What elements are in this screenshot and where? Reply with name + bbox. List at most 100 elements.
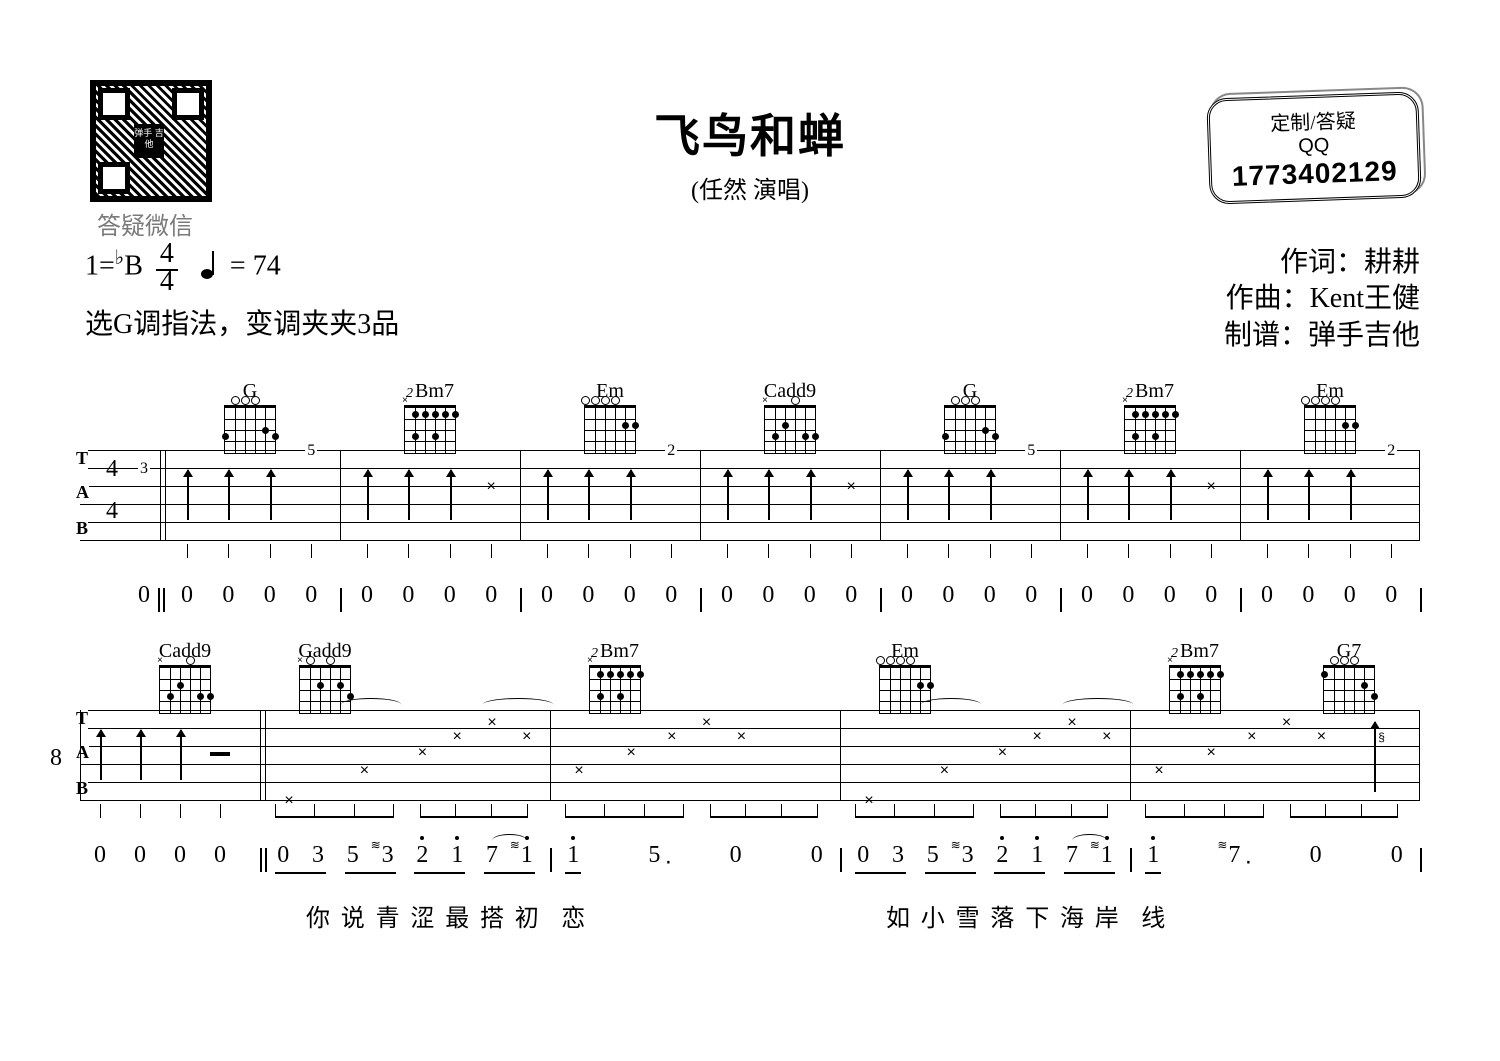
qr-label: 答疑微信: [90, 206, 200, 241]
strum-arrow-icon: [990, 470, 992, 520]
tab-a-label: A: [76, 482, 89, 503]
num-note: 1: [451, 842, 463, 869]
num-note: 0: [762, 582, 774, 609]
num-note: 0: [942, 582, 954, 609]
chord-diagram: [224, 405, 276, 454]
rhythm-row: [80, 544, 1420, 564]
chord-diagram: ×: [404, 405, 456, 454]
chord-name: Em: [1240, 380, 1420, 403]
pick-x-icon: ×: [1067, 714, 1076, 732]
strum-arrow-icon: [408, 470, 410, 520]
num-note: 3: [892, 842, 904, 869]
chord-slot: 2Bm7×: [1150, 640, 1240, 714]
chord-diagram: [944, 405, 996, 454]
strum-arrow-icon: [1087, 470, 1089, 520]
num-note: 0: [134, 842, 146, 869]
qr-block: 弹手 吉他 答疑微信: [90, 80, 200, 241]
chord-slot: Em: [520, 380, 700, 450]
strum-arrow-icon: [1374, 722, 1376, 792]
mute-x-icon: ×: [1207, 478, 1216, 496]
strum-arrow-icon: [1170, 470, 1172, 520]
chord-name: 2Bm7: [570, 640, 660, 663]
tab-t-label: T: [76, 448, 88, 469]
strum-arrow-icon: [907, 470, 909, 520]
measure-number: 8: [50, 745, 62, 772]
strum-arrow-icon: [1128, 470, 1130, 520]
chord-slot: 2Bm7×: [570, 640, 660, 714]
num-note: 0: [1164, 582, 1176, 609]
tab-t-label: T: [76, 708, 88, 729]
qr-center-text: 弹手 吉他: [134, 124, 164, 158]
tab-a-label: A: [76, 742, 89, 763]
chord-name: Cadd9: [700, 380, 880, 403]
quarter-note-icon: [205, 257, 215, 279]
strum-arrow-icon: [630, 470, 632, 520]
pick-x-icon: ×: [574, 762, 583, 780]
chord-diagram: [584, 405, 636, 454]
pick-x-icon: ×: [737, 728, 746, 746]
tab-timesig-bot: 4: [106, 498, 118, 525]
qq-number: 1773402129: [1232, 155, 1399, 193]
chord-row: G2Bm7×EmCadd9×G2Bm7×Em: [80, 380, 1420, 450]
num-note: 0: [402, 582, 414, 609]
tab-timesig-top: 4: [106, 456, 118, 483]
chord-name: G: [160, 380, 340, 403]
num-note: 0: [665, 582, 677, 609]
chord-name: Em: [860, 640, 950, 663]
num-note: 0: [444, 582, 456, 609]
strum-arrow-icon: [768, 470, 770, 520]
qr-code-icon: 弹手 吉他: [90, 80, 212, 202]
num-note: 0: [1310, 842, 1322, 869]
num-note: 0: [1081, 582, 1093, 609]
num-note: 1: [1147, 842, 1159, 869]
qq-box: 定制/答疑 QQ 1773402129: [1206, 91, 1421, 204]
num-note: 0: [264, 582, 276, 609]
chord-name: G: [880, 380, 1060, 403]
credits-block: 作词：耕耕 作曲：Kent王健 制谱：弹手吉他: [1224, 245, 1420, 354]
num-note: 3: [382, 842, 394, 869]
pick-x-icon: ×: [1207, 744, 1216, 762]
pick-x-icon: ×: [627, 744, 636, 762]
chord-name: 2Bm7: [340, 380, 520, 403]
mute-x-icon: ×: [847, 478, 856, 496]
tab-fret-note: 5: [305, 442, 317, 460]
tempo: = 74: [230, 250, 281, 281]
strum-arrow-icon: [270, 470, 272, 520]
credit-music: 作曲：Kent王健: [1224, 281, 1420, 317]
strum-arrow-icon: [140, 730, 142, 780]
num-note: 0: [94, 842, 106, 869]
num-note: 0: [1261, 582, 1273, 609]
pick-x-icon: ×: [1282, 714, 1291, 732]
title-block: 飞鸟和蝉 (任然 演唱): [654, 100, 846, 205]
num-note: 0: [181, 582, 193, 609]
pick-x-icon: ×: [360, 762, 369, 780]
chord-diagram: ×: [159, 665, 211, 714]
pick-x-icon: ×: [418, 744, 427, 762]
strum-arrow-icon: [948, 470, 950, 520]
strum-arrow-icon: [547, 470, 549, 520]
strum-arrow-icon: [727, 470, 729, 520]
key-letter: B: [124, 250, 143, 281]
lyric-char: 如: [886, 898, 910, 933]
pick-x-icon: ×: [998, 744, 1007, 762]
lyric-char: 涩: [410, 898, 434, 933]
chord-diagram: ×: [589, 665, 641, 714]
chord-diagram: ×: [1124, 405, 1176, 454]
chord-diagram: [1304, 405, 1356, 454]
num-note: 5: [648, 842, 660, 869]
key-prefix: 1=: [85, 250, 115, 281]
numbered-notation-row: 0 0000000000000000000000000000: [80, 582, 1420, 632]
lyric-char: 恋: [561, 898, 585, 933]
num-note: 0: [485, 582, 497, 609]
chord-slot: G: [160, 380, 340, 450]
num-note: 1: [567, 842, 579, 869]
num-note: 0: [1025, 582, 1037, 609]
capo-instruction: 选G调指法，变调夹夹3品: [85, 302, 399, 342]
tab-staff: T A B ××××××××××××××××××××××§: [80, 710, 1420, 800]
pick-x-icon: ×: [1102, 728, 1111, 746]
song-title: 飞鸟和蝉: [654, 100, 846, 166]
tab-fret-note: 3: [138, 460, 150, 478]
chord-name: Cadd9: [140, 640, 230, 663]
mute-x-icon: ×: [487, 478, 496, 496]
lyric-char: 海: [1060, 898, 1084, 933]
